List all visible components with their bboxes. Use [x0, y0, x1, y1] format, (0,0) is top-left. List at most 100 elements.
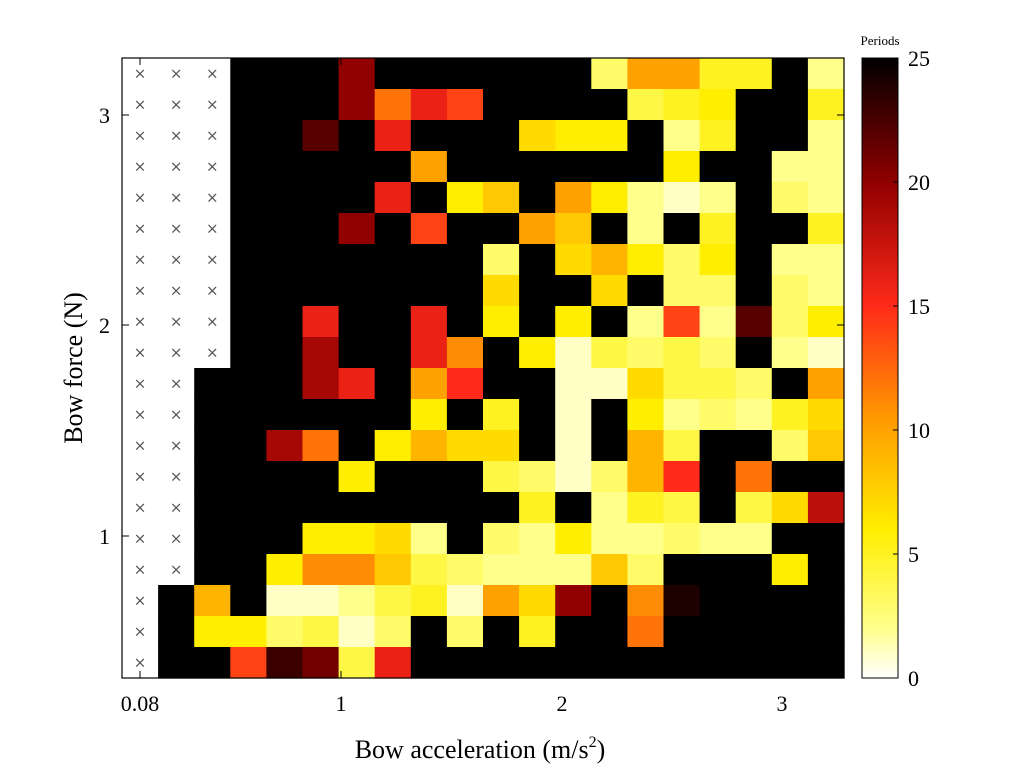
heatmap-cell [266, 213, 304, 245]
heatmap-cell [230, 182, 267, 214]
heatmap-cell [446, 120, 484, 152]
heatmap-cell [663, 492, 701, 524]
heatmap-cell [663, 213, 701, 245]
heatmap-cell [771, 58, 809, 90]
no-data-marker: × [170, 313, 183, 331]
heatmap-cell [591, 461, 628, 493]
no-data-marker: × [134, 592, 147, 610]
heatmap-cell [446, 275, 484, 307]
heatmap-cell [230, 151, 267, 183]
heatmap-cell [446, 430, 484, 462]
heatmap-cell [410, 554, 448, 586]
heatmap-cell [446, 244, 484, 276]
heatmap-cell [807, 492, 845, 524]
heatmap-cell [699, 151, 737, 183]
heatmap-cell [230, 120, 267, 152]
heatmap-cell [302, 120, 340, 152]
heatmap-cell [483, 120, 520, 152]
no-data-marker: × [206, 65, 219, 83]
heatmap-cell [266, 399, 304, 431]
heatmap-cell [230, 306, 267, 338]
heatmap-cell [338, 182, 376, 214]
no-data-marker: × [206, 344, 219, 362]
no-data-marker: × [134, 375, 147, 393]
heatmap-cell [446, 306, 484, 338]
heatmap-cell [555, 213, 592, 245]
no-data-marker: × [134, 654, 147, 672]
heatmap-cell [627, 244, 665, 276]
heatmap-cell [158, 647, 195, 679]
heatmap-cell [591, 554, 628, 586]
no-data-marker: × [134, 282, 147, 300]
heatmap-cell [555, 399, 592, 431]
heatmap-cell [699, 58, 737, 90]
heatmap-cell [519, 616, 556, 648]
heatmap-cell [266, 182, 304, 214]
x-tick-label: 0.08 [121, 691, 160, 716]
heatmap-cell [807, 523, 845, 555]
heatmap-cell [627, 647, 665, 679]
colorbar-ticks: 0 5 10 15 20 25 [893, 46, 930, 691]
heatmap-cell [555, 120, 592, 152]
heatmap-cell [266, 337, 304, 369]
heatmap-cell [446, 58, 484, 90]
heatmap-cell [230, 337, 267, 369]
heatmap-cell [807, 89, 845, 121]
heatmap-cell [446, 182, 484, 214]
heatmap-cell [555, 430, 592, 462]
heatmap-cell [771, 306, 809, 338]
heatmap-cell [410, 244, 448, 276]
heatmap-cell [302, 523, 340, 555]
plot-frame [121, 57, 845, 679]
heatmap-cell [374, 337, 412, 369]
heatmap-cell [735, 306, 773, 338]
heatmap-cell [807, 647, 845, 679]
heatmap-cell [771, 492, 809, 524]
heatmap-cell [807, 368, 845, 400]
heatmap-cell [663, 58, 701, 90]
heatmap-cell [266, 120, 304, 152]
heatmap-cell [374, 647, 412, 679]
heatmap-cell [771, 213, 809, 245]
heatmap-cell [591, 585, 628, 617]
no-data-marker: × [170, 561, 183, 579]
heatmap-cell [483, 399, 520, 431]
heatmap-cell [627, 461, 665, 493]
heatmap-cell [158, 616, 195, 648]
heatmap-cell [446, 554, 484, 586]
heatmap-cell [230, 275, 267, 307]
heatmap-cell [158, 585, 195, 617]
heatmap-cell [374, 399, 412, 431]
colorbar-tick-label: 25 [908, 46, 930, 71]
y-axis-title: Bow force (N) [59, 292, 88, 444]
heatmap-cell [627, 399, 665, 431]
no-data-marker: × [134, 406, 147, 424]
heatmap-cell [771, 337, 809, 369]
heatmap-cell [591, 523, 628, 555]
no-data-marker: × [170, 344, 183, 362]
colorbar [861, 57, 899, 679]
no-data-marker: × [206, 282, 219, 300]
no-data-marker: × [170, 530, 183, 548]
no-data-marker: × [134, 530, 147, 548]
heatmap-cell [591, 492, 628, 524]
no-data-marker: × [170, 127, 183, 145]
heatmap-cell [230, 430, 267, 462]
heatmap-cell [230, 492, 267, 524]
colorbar-title: Periods [861, 33, 900, 48]
heatmap-cell [374, 585, 412, 617]
heatmap-cell [446, 151, 484, 183]
heatmap-cell [555, 523, 592, 555]
heatmap-cell [483, 492, 520, 524]
heatmap-cell [483, 89, 520, 121]
heatmap-cell [807, 182, 845, 214]
heatmap-cell [735, 151, 773, 183]
heatmap-cell [446, 523, 484, 555]
heatmap-cell [591, 616, 628, 648]
heatmap-cell [374, 616, 412, 648]
heatmap-cell [410, 430, 448, 462]
heatmap-cell [663, 368, 701, 400]
heatmap-cell [771, 368, 809, 400]
no-data-marker: × [134, 499, 147, 517]
heatmap-cell [555, 337, 592, 369]
